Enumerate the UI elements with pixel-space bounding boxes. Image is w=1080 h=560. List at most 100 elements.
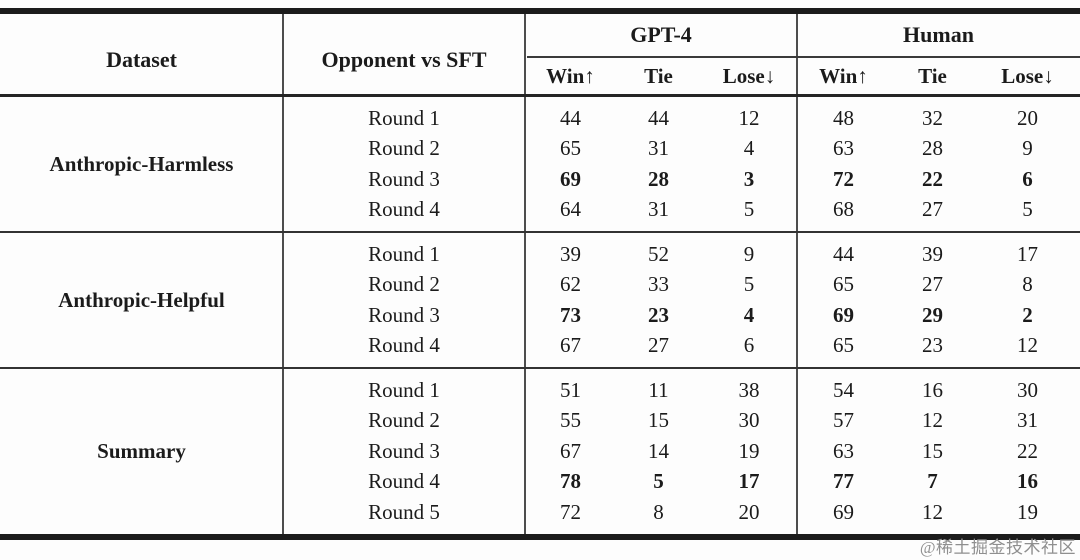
human-tie-cell: 23 — [922, 333, 943, 358]
table-row: Round 5 72 8 20 69 12 19 — [283, 497, 1080, 528]
column-divider — [524, 233, 526, 367]
group-midrule — [527, 56, 1080, 58]
human-lose-cell: 8 — [1022, 272, 1033, 297]
header-dataset: Dataset — [106, 47, 177, 72]
section-summary: Summary Round 1 51 11 38 54 16 30 Round … — [0, 369, 1080, 534]
round-label: Round 1 — [368, 241, 440, 266]
human-win-cell: 54 — [833, 377, 854, 402]
column-divider — [524, 97, 526, 231]
section-anthropic-harmless: Anthropic-Harmless Round 1 44 44 12 48 3… — [0, 97, 1080, 231]
gpt4-tie-cell: 8 — [653, 499, 664, 524]
gpt4-lose-cell: 38 — [738, 377, 760, 402]
section-anthropic-helpful: Anthropic-Helpful Round 1 39 52 9 44 39 … — [0, 233, 1080, 367]
gpt4-lose-cell: 9 — [743, 241, 755, 266]
table-row: Round 4 64 31 5 68 27 5 — [283, 195, 1080, 226]
top-double-rule — [0, 8, 1080, 14]
gpt4-tie-cell: 15 — [648, 408, 669, 433]
bottom-double-rule — [0, 533, 1080, 540]
gpt4-tie-cell: 31 — [648, 197, 669, 222]
gpt4-tie-cell: 52 — [648, 241, 669, 266]
human-tie-cell: 39 — [922, 241, 943, 266]
gpt4-win-cell: 62 — [560, 272, 581, 297]
round-label: Round 5 — [368, 499, 440, 524]
round-label: Round 3 — [368, 166, 440, 191]
human-win-cell: 69 — [833, 499, 854, 524]
round-label: Round 1 — [368, 105, 440, 130]
table-row: Round 4 67 27 6 65 23 12 — [283, 331, 1080, 362]
column-divider — [524, 369, 526, 534]
dataset-label: Anthropic-Harmless — [49, 151, 234, 176]
table-header: Dataset Opponent vs SFT GPT-4 Human Win↑… — [0, 14, 1080, 94]
human-lose-cell: 6 — [1022, 166, 1033, 191]
round-label: Round 3 — [368, 438, 440, 463]
header-group-human: Human — [903, 22, 974, 47]
gpt4-lose-cell: 5 — [743, 197, 755, 222]
gpt4-win-cell: 39 — [560, 241, 581, 266]
human-tie-cell: 32 — [922, 105, 943, 130]
gpt4-win-cell: 64 — [560, 197, 581, 222]
gpt4-lose-cell: 4 — [743, 302, 755, 327]
human-lose-cell: 31 — [1017, 408, 1038, 433]
human-win-cell: 65 — [833, 333, 854, 358]
round-label: Round 2 — [368, 272, 440, 297]
gpt4-win-cell: 67 — [560, 438, 581, 463]
gpt4-lose-cell: 30 — [738, 408, 760, 433]
round-label: Round 3 — [368, 302, 440, 327]
watermark: @稀土掘金技术社区 — [919, 538, 1076, 557]
gpt4-win-cell: 44 — [560, 105, 581, 130]
table-row: Round 1 39 52 9 44 39 17 — [283, 239, 1080, 270]
gpt4-win-cell: 51 — [560, 377, 581, 402]
table-row: Round 1 44 44 12 48 32 20 — [283, 103, 1080, 134]
dataset-label: Anthropic-Helpful — [58, 287, 225, 312]
human-lose-cell: 9 — [1022, 136, 1033, 161]
human-tie-cell: 29 — [922, 302, 943, 327]
header-human-win: Win↑ — [819, 63, 868, 88]
human-win-cell: 68 — [833, 197, 854, 222]
human-win-cell: 72 — [833, 166, 854, 191]
human-tie-cell: 22 — [922, 166, 943, 191]
header-human-tie: Tie — [918, 63, 947, 88]
gpt4-tie-cell: 5 — [653, 469, 664, 494]
column-divider — [282, 233, 284, 367]
human-win-cell: 63 — [833, 136, 854, 161]
column-divider — [524, 14, 526, 94]
column-divider — [796, 369, 798, 534]
gpt4-tie-cell: 31 — [648, 136, 669, 161]
human-tie-cell: 12 — [922, 499, 943, 524]
human-lose-cell: 22 — [1017, 438, 1038, 463]
human-lose-cell: 16 — [1017, 469, 1038, 494]
human-win-cell: 57 — [833, 408, 854, 433]
round-label: Round 4 — [368, 333, 440, 358]
table-row-best: Round 3 73 23 4 69 29 2 — [283, 300, 1080, 331]
round-label: Round 1 — [368, 377, 440, 402]
header-gpt4-lose: Lose↓ — [722, 63, 776, 88]
column-divider — [796, 97, 798, 231]
column-divider — [796, 233, 798, 367]
human-tie-cell: 7 — [927, 469, 938, 494]
human-win-cell: 69 — [833, 302, 854, 327]
gpt4-lose-cell: 3 — [743, 166, 755, 191]
gpt4-lose-cell: 17 — [738, 469, 760, 494]
human-lose-cell: 30 — [1017, 377, 1038, 402]
gpt4-win-cell: 65 — [560, 136, 581, 161]
gpt4-lose-cell: 6 — [743, 333, 755, 358]
table-row: Round 3 67 14 19 63 15 22 — [283, 436, 1080, 467]
table-row: Round 2 55 15 30 57 12 31 — [283, 406, 1080, 437]
gpt4-win-cell: 67 — [560, 333, 581, 358]
human-win-cell: 44 — [833, 241, 854, 266]
column-divider — [282, 369, 284, 534]
human-tie-cell: 27 — [922, 272, 943, 297]
round-label: Round 2 — [368, 408, 440, 433]
human-lose-cell: 12 — [1017, 333, 1038, 358]
gpt4-tie-cell: 14 — [648, 438, 669, 463]
human-win-cell: 63 — [833, 438, 854, 463]
human-tie-cell: 12 — [922, 408, 943, 433]
gpt4-tie-cell: 44 — [648, 105, 669, 130]
round-label: Round 2 — [368, 136, 440, 161]
human-tie-cell: 16 — [922, 377, 943, 402]
table-row-best: Round 4 78 5 17 77 7 16 — [283, 467, 1080, 498]
gpt4-lose-cell: 20 — [738, 499, 760, 524]
header-gpt4-win: Win↑ — [546, 63, 595, 88]
dataset-label: Summary — [97, 438, 186, 463]
